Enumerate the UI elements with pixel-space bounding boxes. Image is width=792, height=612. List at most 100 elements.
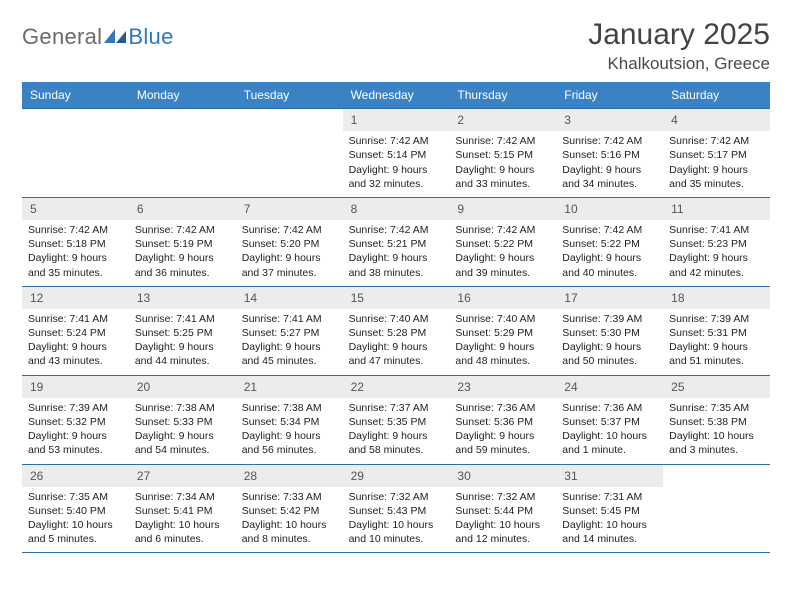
calendar-week: ...1Sunrise: 7:42 AMSunset: 5:14 PMDayli… bbox=[22, 108, 770, 198]
cell-text-line: Sunrise: 7:37 AM bbox=[349, 401, 444, 415]
calendar-cell: 28Sunrise: 7:33 AMSunset: 5:42 PMDayligh… bbox=[236, 465, 343, 553]
cell-text-line: Sunrise: 7:42 AM bbox=[135, 223, 230, 237]
cell-text-line: Daylight: 9 hours bbox=[349, 251, 444, 265]
cell-text-line: Sunrise: 7:39 AM bbox=[669, 312, 764, 326]
cell-text-line: Sunrise: 7:34 AM bbox=[135, 490, 230, 504]
cell-text-line: Sunset: 5:41 PM bbox=[135, 504, 230, 518]
day-number: 17 bbox=[556, 287, 663, 309]
cell-text-line: Daylight: 9 hours bbox=[669, 163, 764, 177]
cell-text-line: Daylight: 10 hours bbox=[562, 518, 657, 532]
day-number: 11 bbox=[663, 198, 770, 220]
brand-triangle-icon bbox=[104, 29, 126, 45]
cell-text-line: Sunset: 5:34 PM bbox=[242, 415, 337, 429]
cell-text-line: and 42 minutes. bbox=[669, 266, 764, 280]
cell-text-line: Daylight: 9 hours bbox=[669, 251, 764, 265]
cell-text-line: and 51 minutes. bbox=[669, 354, 764, 368]
cell-text-line: Sunset: 5:37 PM bbox=[562, 415, 657, 429]
weekday-header: Monday bbox=[129, 82, 236, 108]
day-number: 9 bbox=[449, 198, 556, 220]
cell-text-line: Sunrise: 7:32 AM bbox=[455, 490, 550, 504]
cell-text-line: Sunrise: 7:42 AM bbox=[562, 134, 657, 148]
calendar-cell: 3 Sunrise: 7:42 AMSunset: 5:16 PMDaylight… bbox=[556, 109, 663, 197]
cell-text-line: and 12 minutes. bbox=[455, 532, 550, 546]
cell-text-line: and 40 minutes. bbox=[562, 266, 657, 280]
cell-text-line: Sunset: 5:33 PM bbox=[135, 415, 230, 429]
day-number: 3 bbox=[556, 109, 663, 131]
calendar-week: 5Sunrise: 7:42 AMSunset: 5:18 PMDaylight… bbox=[22, 198, 770, 287]
day-number: 15 bbox=[343, 287, 450, 309]
cell-text-line: Daylight: 9 hours bbox=[349, 429, 444, 443]
cell-text-line: Daylight: 9 hours bbox=[242, 429, 337, 443]
calendar-cell: 20Sunrise: 7:38 AMSunset: 5:33 PMDayligh… bbox=[129, 376, 236, 464]
cell-text-line: Sunset: 5:40 PM bbox=[28, 504, 123, 518]
cell-text-line: Daylight: 9 hours bbox=[349, 163, 444, 177]
cell-text-line: Sunset: 5:14 PM bbox=[349, 148, 444, 162]
day-number: 6 bbox=[129, 198, 236, 220]
cell-text-line: Sunset: 5:22 PM bbox=[562, 237, 657, 251]
calendar-cell: 10Sunrise: 7:42 AMSunset: 5:22 PMDayligh… bbox=[556, 198, 663, 286]
cell-text-line: Sunrise: 7:42 AM bbox=[562, 223, 657, 237]
cell-text-line: Daylight: 10 hours bbox=[562, 429, 657, 443]
day-number: 16 bbox=[449, 287, 556, 309]
cell-text-line: Daylight: 9 hours bbox=[562, 163, 657, 177]
day-number: 25 bbox=[663, 376, 770, 398]
cell-text-line: and 38 minutes. bbox=[349, 266, 444, 280]
cell-text-line: Sunrise: 7:39 AM bbox=[28, 401, 123, 415]
day-number: 30 bbox=[449, 465, 556, 487]
cell-text-line: and 8 minutes. bbox=[242, 532, 337, 546]
calendar-cell: 4Sunrise: 7:42 AMSunset: 5:17 PMDaylight… bbox=[663, 109, 770, 197]
cell-text-line: and 35 minutes. bbox=[28, 266, 123, 280]
cell-text-line: Sunrise: 7:36 AM bbox=[455, 401, 550, 415]
cell-text-line: Sunset: 5:45 PM bbox=[562, 504, 657, 518]
calendar-cell: 25Sunrise: 7:35 AMSunset: 5:38 PMDayligh… bbox=[663, 376, 770, 464]
day-number: 7 bbox=[236, 198, 343, 220]
cell-text-line: Sunset: 5:35 PM bbox=[349, 415, 444, 429]
calendar-cell: 26Sunrise: 7:35 AMSunset: 5:40 PMDayligh… bbox=[22, 465, 129, 553]
cell-text-line: Sunset: 5:20 PM bbox=[242, 237, 337, 251]
calendar-cell: 17Sunrise: 7:39 AMSunset: 5:30 PMDayligh… bbox=[556, 287, 663, 375]
cell-text-line: and 50 minutes. bbox=[562, 354, 657, 368]
calendar-cell: 15Sunrise: 7:40 AMSunset: 5:28 PMDayligh… bbox=[343, 287, 450, 375]
calendar-cell: 13Sunrise: 7:41 AMSunset: 5:25 PMDayligh… bbox=[129, 287, 236, 375]
cell-text-line: and 39 minutes. bbox=[455, 266, 550, 280]
cell-text-line: Daylight: 9 hours bbox=[562, 251, 657, 265]
cell-text-line: Sunset: 5:32 PM bbox=[28, 415, 123, 429]
calendar-cell: 30Sunrise: 7:32 AMSunset: 5:44 PMDayligh… bbox=[449, 465, 556, 553]
cell-text-line: Sunset: 5:43 PM bbox=[349, 504, 444, 518]
cell-text-line: Sunrise: 7:41 AM bbox=[669, 223, 764, 237]
calendar-cell: 1Sunrise: 7:42 AMSunset: 5:14 PMDaylight… bbox=[343, 109, 450, 197]
day-number: 23 bbox=[449, 376, 556, 398]
cell-text-line: and 5 minutes. bbox=[28, 532, 123, 546]
calendar-cell: 9Sunrise: 7:42 AMSunset: 5:22 PMDaylight… bbox=[449, 198, 556, 286]
day-number: 24 bbox=[556, 376, 663, 398]
day-number: 21 bbox=[236, 376, 343, 398]
cell-text-line: and 54 minutes. bbox=[135, 443, 230, 457]
cell-text-line: Sunrise: 7:42 AM bbox=[28, 223, 123, 237]
cell-text-line: Daylight: 10 hours bbox=[242, 518, 337, 532]
calendar-cell: 12Sunrise: 7:41 AMSunset: 5:24 PMDayligh… bbox=[22, 287, 129, 375]
cell-text-line: Daylight: 9 hours bbox=[455, 340, 550, 354]
day-number: 1 bbox=[343, 109, 450, 131]
calendar-cell: 2Sunrise: 7:42 AMSunset: 5:15 PMDaylight… bbox=[449, 109, 556, 197]
cell-text-line: Sunrise: 7:32 AM bbox=[349, 490, 444, 504]
cell-text-line: and 3 minutes. bbox=[669, 443, 764, 457]
cell-text-line: Sunrise: 7:42 AM bbox=[242, 223, 337, 237]
cell-text-line: Sunset: 5:15 PM bbox=[455, 148, 550, 162]
month-title: January 2025 bbox=[588, 18, 770, 52]
cell-text-line: Sunrise: 7:31 AM bbox=[562, 490, 657, 504]
location-subtitle: Khalkoutsion, Greece bbox=[588, 54, 770, 74]
weeks-container: ...1Sunrise: 7:42 AMSunset: 5:14 PMDayli… bbox=[22, 108, 770, 553]
day-number: 22 bbox=[343, 376, 450, 398]
cell-text-line: Sunset: 5:28 PM bbox=[349, 326, 444, 340]
cell-text-line: Sunrise: 7:33 AM bbox=[242, 490, 337, 504]
cell-text-line: Sunset: 5:16 PM bbox=[562, 148, 657, 162]
calendar-week: 19Sunrise: 7:39 AMSunset: 5:32 PMDayligh… bbox=[22, 376, 770, 465]
weekday-header: Friday bbox=[556, 82, 663, 108]
calendar-week: 12Sunrise: 7:41 AMSunset: 5:24 PMDayligh… bbox=[22, 287, 770, 376]
calendar-cell: 7Sunrise: 7:42 AMSunset: 5:20 PMDaylight… bbox=[236, 198, 343, 286]
cell-text-line: Daylight: 9 hours bbox=[455, 429, 550, 443]
cell-text-line: and 43 minutes. bbox=[28, 354, 123, 368]
day-number: 31 bbox=[556, 465, 663, 487]
cell-text-line: Sunrise: 7:38 AM bbox=[242, 401, 337, 415]
cell-text-line: Sunset: 5:27 PM bbox=[242, 326, 337, 340]
